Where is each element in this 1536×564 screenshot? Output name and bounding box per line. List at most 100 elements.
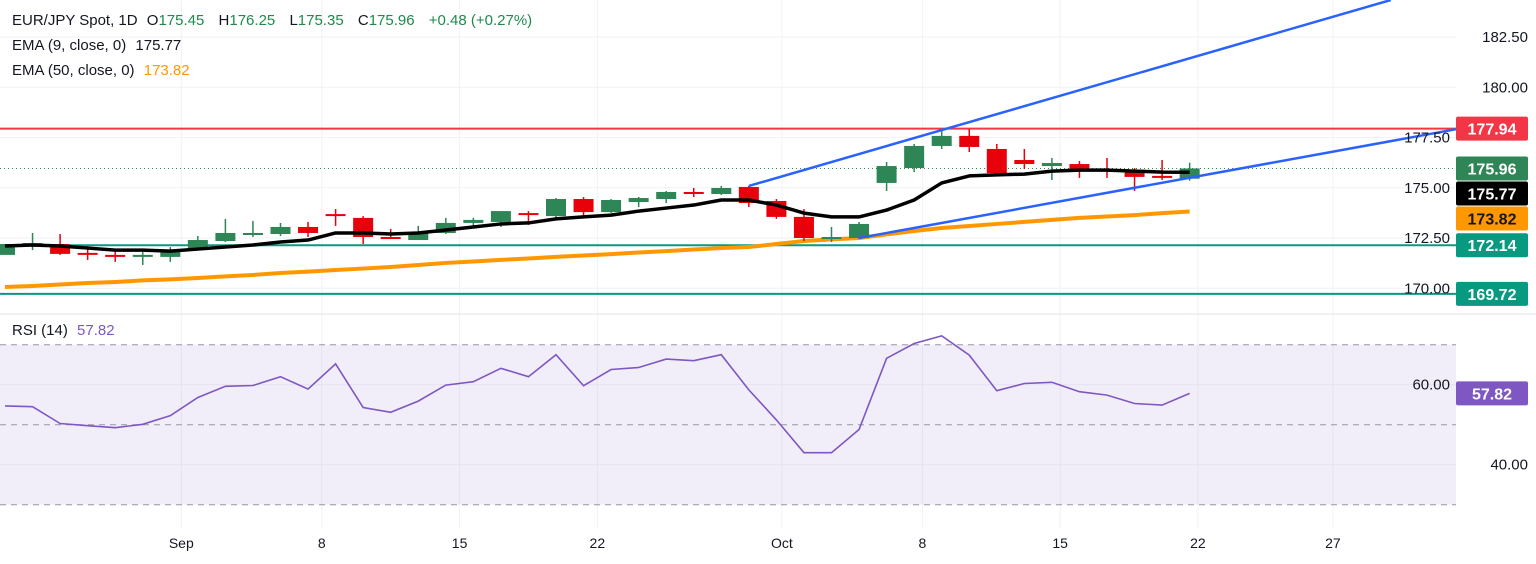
- symbol-legend: EUR/JPY Spot, 1D O175.45 H176.25 L175.35…: [12, 12, 537, 29]
- candle-down[interactable]: [518, 213, 539, 216]
- close-badge: [1456, 156, 1528, 181]
- x-tick-label: 22: [1190, 535, 1206, 551]
- candle-down[interactable]: [298, 226, 319, 233]
- low-value: 175.35: [297, 12, 344, 29]
- candle-up[interactable]: [0, 244, 15, 255]
- candle-down[interactable]: [1152, 175, 1173, 178]
- x-tick-label: 22: [590, 535, 606, 551]
- ohlc-close: C175.96: [358, 12, 420, 29]
- ema9-line: [4, 168, 1190, 253]
- candle-down[interactable]: [1014, 160, 1035, 165]
- ema9-label: EMA (9, close, 0): [12, 37, 127, 54]
- candle-up[interactable]: [1041, 163, 1062, 167]
- candle-down[interactable]: [683, 191, 704, 194]
- ema9-badge-label: 175.77: [1468, 186, 1517, 203]
- rsi-line: [4, 335, 1190, 454]
- x-tick-label: 8: [318, 535, 326, 551]
- change-value: +0.48 (+0.27%): [428, 12, 533, 29]
- candle-up[interactable]: [187, 240, 208, 250]
- candle-up[interactable]: [242, 232, 263, 235]
- close-label: C: [357, 12, 369, 29]
- candle-up[interactable]: [876, 166, 897, 183]
- high-label: H: [218, 12, 230, 29]
- x-tick-label: 15: [452, 535, 468, 551]
- support-1-badge-label: 172.14: [1468, 238, 1517, 255]
- candle-up[interactable]: [821, 237, 842, 240]
- candle-up[interactable]: [656, 191, 677, 200]
- rsi-tick-label: 40.00: [1490, 457, 1528, 474]
- x-tick-label: 8: [919, 535, 927, 551]
- lower-channel-trendline[interactable]: [858, 127, 1458, 240]
- support-2-badge: [1456, 281, 1528, 306]
- candle-down[interactable]: [380, 237, 401, 240]
- candle-down[interactable]: [50, 244, 71, 254]
- ohlc-low: L175.35: [289, 12, 348, 29]
- candle-down[interactable]: [77, 252, 98, 255]
- high-value: 176.25: [229, 12, 276, 29]
- support-1-badge: [1456, 233, 1528, 258]
- price-tick-label: 180.00: [1482, 79, 1528, 96]
- candle-up[interactable]: [546, 199, 566, 217]
- candle-down[interactable]: [793, 216, 814, 239]
- x-tick-label: 27: [1325, 535, 1341, 551]
- resistance-badge: [1456, 116, 1528, 141]
- upper-channel-trendline[interactable]: [748, 0, 1392, 188]
- candle-down[interactable]: [986, 148, 1007, 174]
- candle-down[interactable]: [105, 254, 126, 257]
- candle-up[interactable]: [435, 222, 456, 233]
- candle-up[interactable]: [132, 254, 153, 257]
- candle-up[interactable]: [601, 200, 622, 213]
- ema50-badge-label: 173.82: [1468, 211, 1517, 228]
- candle-up[interactable]: [628, 198, 649, 203]
- resistance-badge-label: 177.94: [1468, 122, 1517, 139]
- low-label: L: [289, 12, 298, 29]
- candle-down[interactable]: [1124, 171, 1145, 177]
- ema50-line: [4, 209, 1190, 290]
- rsi-label: RSI (14): [12, 322, 68, 339]
- x-tick-label: 15: [1052, 535, 1068, 551]
- symbol-title: EUR/JPY Spot, 1D: [12, 12, 138, 29]
- support-2-badge-label: 169.72: [1468, 287, 1517, 304]
- ema9-value: 175.77: [135, 37, 182, 54]
- candle-up[interactable]: [160, 250, 181, 257]
- ohlc-high: H176.25: [219, 12, 281, 29]
- ema50-value: 173.82: [143, 62, 190, 79]
- price-tick-label: 175.00: [1404, 180, 1450, 197]
- ohlc-open: O175.45: [147, 12, 210, 29]
- candle-up[interactable]: [490, 211, 511, 222]
- ema50-legend[interactable]: EMA (50, close, 0) 173.82: [12, 62, 195, 79]
- candle-up[interactable]: [270, 226, 291, 234]
- rsi-tick-label: 60.00: [1412, 377, 1450, 394]
- price-tick-label: 172.50: [1404, 230, 1450, 247]
- x-tick-label: Oct: [771, 535, 793, 551]
- candle-down[interactable]: [1069, 164, 1090, 170]
- candle-up[interactable]: [931, 135, 952, 146]
- rsi-badge-label: 57.82: [1472, 386, 1512, 403]
- price-tick-label: 170.00: [1404, 280, 1450, 297]
- ema50-badge: [1456, 206, 1528, 231]
- close-value: 175.96: [368, 12, 415, 29]
- candle-up[interactable]: [904, 145, 925, 169]
- candle-up[interactable]: [1179, 168, 1200, 179]
- rsi-badge: [1456, 381, 1528, 406]
- ema9-legend[interactable]: EMA (9, close, 0) 175.77: [12, 37, 186, 54]
- rsi-value: 57.82: [77, 322, 115, 339]
- price-tick-label: 182.50: [1482, 29, 1528, 46]
- candle-up[interactable]: [408, 231, 429, 241]
- ema50-label: EMA (50, close, 0): [12, 62, 135, 79]
- x-tick-label: Sep: [169, 535, 194, 551]
- open-value: 175.45: [158, 12, 205, 29]
- candle-up[interactable]: [463, 219, 484, 223]
- close-badge-label: 175.96: [1468, 161, 1517, 178]
- candle-down[interactable]: [573, 199, 594, 213]
- candle-down[interactable]: [959, 135, 980, 147]
- candle-up[interactable]: [711, 187, 732, 194]
- open-label: O: [146, 12, 159, 29]
- candle-up[interactable]: [849, 223, 870, 239]
- rsi-legend[interactable]: RSI (14) 57.82: [12, 322, 120, 339]
- candle-up[interactable]: [215, 232, 236, 242]
- price-tick-label: 177.50: [1404, 130, 1450, 147]
- ema9-badge: [1456, 181, 1528, 206]
- candle-down[interactable]: [325, 214, 346, 217]
